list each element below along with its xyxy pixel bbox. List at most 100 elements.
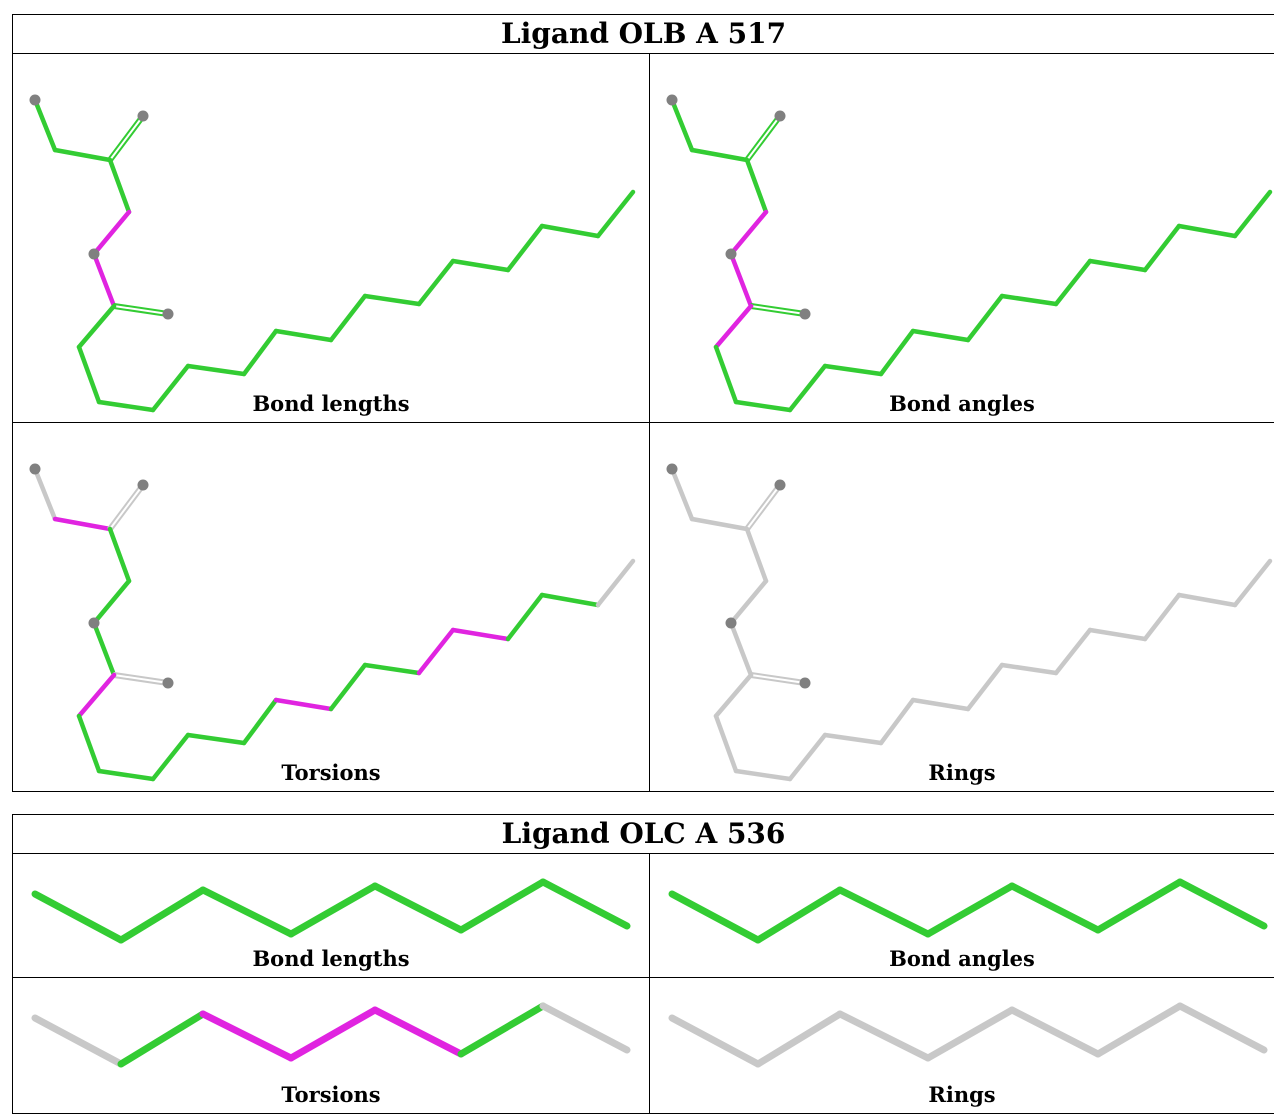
bond	[94, 254, 114, 306]
bond	[1179, 595, 1235, 605]
molecule-image	[13, 423, 650, 792]
bond	[1145, 595, 1179, 639]
bond	[291, 886, 375, 934]
bond	[35, 1018, 121, 1064]
bond	[913, 331, 968, 340]
bond	[55, 519, 110, 529]
bond	[881, 331, 913, 374]
bond	[276, 331, 331, 340]
ligand-title: Ligand OLC A 536	[13, 815, 1274, 854]
bond	[453, 630, 508, 639]
panel-caption: Bond angles	[650, 391, 1274, 416]
bond	[419, 630, 453, 673]
oxygen-atom	[138, 111, 149, 122]
bond	[110, 160, 129, 212]
oxygen-atom	[89, 249, 100, 260]
bond	[542, 595, 598, 605]
bond	[365, 665, 419, 673]
oxygen-atom	[726, 249, 737, 260]
bond	[1180, 882, 1264, 926]
bond	[840, 1014, 928, 1058]
molecule-image	[650, 423, 1274, 792]
bond	[114, 673, 168, 681]
bond	[114, 308, 168, 316]
bond	[913, 700, 968, 709]
bond	[375, 1010, 461, 1054]
bond	[745, 115, 778, 159]
oxygen-atom	[667, 464, 678, 475]
oxygen-atom	[89, 618, 100, 629]
bond	[331, 665, 365, 709]
oxygen-atom	[800, 678, 811, 689]
bond	[35, 469, 55, 519]
panel-caption: Rings	[650, 760, 1274, 785]
bond	[758, 1014, 840, 1064]
oxygen-atom	[726, 618, 737, 629]
bond	[716, 675, 751, 716]
bond	[1090, 630, 1145, 639]
bond	[543, 882, 627, 926]
bond	[840, 890, 928, 934]
ligand-table-olc: Ligand OLC A 536 Bond lengths Bond angle…	[12, 814, 1274, 1114]
bond	[1012, 1010, 1098, 1054]
bond	[716, 306, 751, 347]
bond	[731, 581, 766, 623]
bond	[692, 150, 747, 160]
bond	[1056, 261, 1090, 304]
bond	[203, 890, 291, 934]
bond	[1056, 630, 1090, 673]
bond	[1002, 665, 1056, 673]
panel-caption: Torsions	[13, 760, 649, 785]
bond	[1179, 226, 1235, 236]
bond	[121, 1014, 203, 1064]
bond	[94, 212, 129, 254]
bond	[461, 882, 543, 930]
bond	[751, 308, 805, 316]
bond	[108, 115, 141, 159]
bond	[461, 1006, 543, 1054]
bond	[731, 254, 751, 306]
bond	[747, 529, 766, 581]
bond	[114, 304, 168, 312]
oxygen-atom	[30, 464, 41, 475]
bond	[1235, 561, 1270, 605]
oxygen-atom	[800, 309, 811, 320]
bond	[751, 304, 805, 312]
panel-caption: Bond angles	[650, 946, 1274, 971]
bond	[1098, 882, 1180, 930]
bond	[672, 469, 692, 519]
molecule-image	[13, 54, 650, 423]
panel-bond-angles: Bond angles	[650, 54, 1274, 423]
bond	[672, 100, 692, 150]
bond	[825, 366, 881, 374]
bond	[188, 366, 244, 374]
bond	[244, 331, 276, 374]
bond	[35, 894, 121, 940]
bond	[731, 212, 766, 254]
ligand-title: Ligand OLB A 517	[13, 15, 1274, 54]
oxygen-atom	[163, 309, 174, 320]
bond	[1002, 296, 1056, 304]
bond	[331, 296, 365, 340]
bond	[731, 623, 751, 675]
bond	[745, 484, 778, 528]
oxygen-atom	[775, 480, 786, 491]
bond	[55, 150, 110, 160]
panel-caption: Rings	[650, 1082, 1274, 1107]
panel-bond-lengths: Bond lengths	[13, 854, 650, 978]
bond	[1012, 886, 1098, 930]
bond	[598, 561, 633, 605]
panel-bond-angles: Bond angles	[650, 854, 1274, 978]
bond	[825, 735, 881, 743]
oxygen-atom	[138, 480, 149, 491]
bond	[94, 623, 114, 675]
bond	[94, 581, 129, 623]
bond	[1098, 1006, 1180, 1054]
bond	[692, 519, 747, 529]
panel-rings: Rings	[650, 978, 1274, 1114]
bond	[276, 700, 331, 709]
oxygen-atom	[775, 111, 786, 122]
bond	[79, 675, 114, 716]
panel-caption: Bond lengths	[13, 391, 649, 416]
oxygen-atom	[30, 95, 41, 106]
